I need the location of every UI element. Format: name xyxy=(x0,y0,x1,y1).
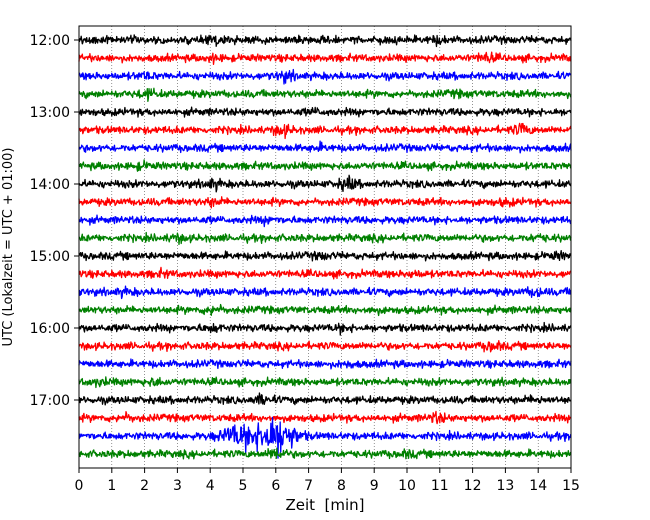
x-tick-label-10: 10 xyxy=(398,478,416,494)
trace-16:45 xyxy=(78,376,572,389)
trace-15:30 xyxy=(78,285,572,300)
y-tick-label-5: 17:00 xyxy=(30,393,70,409)
trace-12:45 xyxy=(78,87,572,102)
y-tick-label-1: 13:00 xyxy=(30,105,70,121)
x-tick-label-4: 4 xyxy=(206,478,215,494)
x-tick-label-12: 12 xyxy=(464,478,482,494)
x-tick-label-9: 9 xyxy=(370,478,379,494)
trace-14:00 xyxy=(78,174,572,193)
trace-16:15 xyxy=(78,340,572,353)
trace-17:30 xyxy=(78,416,572,459)
trace-14:45 xyxy=(78,231,572,246)
trace-12:00 xyxy=(78,34,572,48)
x-tick-label-11: 11 xyxy=(431,478,449,494)
trace-13:45 xyxy=(78,159,572,172)
trace-group xyxy=(78,34,572,460)
plot-background xyxy=(79,26,571,468)
x-tick-label-3: 3 xyxy=(173,478,182,494)
x-tick-label-2: 2 xyxy=(140,478,149,494)
trace-16:00 xyxy=(78,321,572,336)
trace-17:00 xyxy=(78,392,572,406)
y-tick-label-4: 16:00 xyxy=(30,321,70,337)
trace-13:15 xyxy=(78,122,572,140)
y-axis-label: UTC (Lokalzeit = UTC + 01:00) xyxy=(1,148,16,347)
x-axis: 0 1 2 3 4 5 6 7 8 9 10 11 12 13 14 15 xyxy=(75,468,580,494)
x-tick-label-13: 13 xyxy=(496,478,514,494)
trace-17:45 xyxy=(78,447,572,460)
trace-14:30 xyxy=(78,214,572,228)
x-tick-label-15: 15 xyxy=(562,478,580,494)
trace-12:30 xyxy=(78,68,572,85)
y-tick-label-2: 14:00 xyxy=(30,177,70,193)
y-tick-label-3: 15:00 xyxy=(30,249,70,265)
trace-15:45 xyxy=(78,303,572,317)
trace-17:15 xyxy=(78,410,572,425)
trace-13:00 xyxy=(78,106,572,118)
trace-16:30 xyxy=(78,358,572,370)
plot-frame xyxy=(78,25,572,469)
x-tick-label-6: 6 xyxy=(271,478,280,494)
x-tick-label-14: 14 xyxy=(529,478,547,494)
trace-13:30 xyxy=(78,140,572,154)
x-tick-label-5: 5 xyxy=(239,478,248,494)
y-axis: 12:00 13:00 14:00 15:00 16:00 17:00 xyxy=(30,33,79,409)
trace-12:15 xyxy=(78,51,572,66)
x-tick-label-1: 1 xyxy=(107,478,116,494)
x-axis-label: Zeit [min] xyxy=(285,496,364,514)
trace-15:00 xyxy=(78,249,572,262)
trace-15:15 xyxy=(78,266,572,280)
x-tick-label-7: 7 xyxy=(304,478,313,494)
x-tick-label-0: 0 xyxy=(75,478,84,494)
trace-14:15 xyxy=(78,196,572,209)
y-tick-label-0: 12:00 xyxy=(30,33,70,49)
x-tick-label-8: 8 xyxy=(337,478,346,494)
